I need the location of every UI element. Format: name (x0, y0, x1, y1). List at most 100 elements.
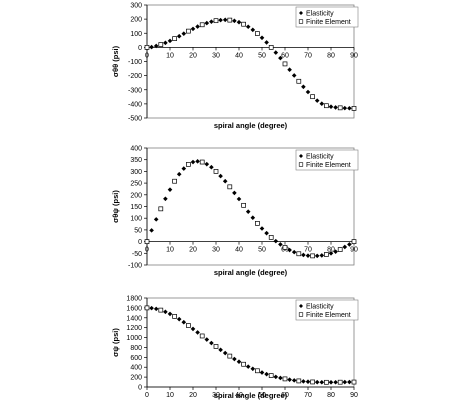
data-point-elasticity (218, 347, 223, 353)
legend-label: Finite Element (306, 312, 351, 319)
data-point-finite-element (158, 42, 164, 47)
data-point-elasticity (264, 371, 269, 377)
y-tick-label: 250 (130, 181, 142, 188)
x-tick-label: 90 (350, 392, 358, 399)
x-tick-label: 20 (189, 247, 197, 254)
data-point-elasticity (245, 24, 251, 30)
y-axis-title: σψ (psi) (111, 328, 120, 357)
legend-label: Finite Element (306, 162, 351, 169)
data-point-elasticity (291, 73, 297, 78)
legend-marker-finite-element (298, 312, 304, 317)
data-point-elasticity (305, 89, 311, 95)
series-finite-element (144, 17, 357, 111)
data-point-elasticity (153, 43, 159, 49)
x-axis-title: spiral angle (degree) (214, 268, 288, 277)
legend-label: Elasticity (306, 154, 334, 161)
data-point-elasticity (273, 374, 279, 380)
y-tick-label: 200 (130, 192, 142, 199)
x-tick-label: 10 (166, 392, 174, 399)
data-point-elasticity (204, 337, 210, 342)
y-tick-label: -100 (128, 263, 142, 270)
y-tick-label: 400 (130, 365, 142, 372)
y-tick-label: -400 (128, 101, 142, 108)
chart-panel-3: 0 10 20 30 40 50 60 70 80 90 0 200 400 600 800 1000 1200… (111, 296, 359, 400)
data-point-elasticity (264, 230, 269, 236)
data-point-elasticity (259, 35, 265, 41)
data-point-finite-element (337, 247, 343, 252)
data-point-elasticity (259, 226, 265, 231)
x-tick-label: 50 (258, 247, 266, 254)
data-point-finite-element (351, 379, 357, 385)
x-tick-label: 70 (304, 247, 312, 254)
data-point-elasticity (167, 311, 173, 317)
data-point-elasticity (163, 40, 168, 46)
x-tick-label: 70 (304, 392, 312, 399)
data-point-elasticity (250, 27, 256, 33)
data-point-finite-element (227, 17, 233, 23)
data-point-elasticity (342, 379, 348, 385)
data-point-elasticity (347, 105, 352, 111)
data-point-elasticity (333, 379, 338, 385)
data-point-elasticity (278, 55, 283, 61)
y-tick-label: 0 (138, 385, 142, 392)
x-tick-label: 40 (235, 52, 243, 59)
data-point-elasticity (245, 209, 251, 214)
data-point-elasticity (181, 31, 187, 36)
x-tick-label: 80 (327, 392, 335, 399)
data-point-finite-element (296, 378, 302, 384)
x-tick-label: 30 (212, 52, 220, 59)
y-tick-label: 300 (130, 3, 142, 10)
data-point-elasticity (342, 244, 348, 250)
data-point-elasticity (153, 217, 159, 222)
y-tick-label: -50 (132, 251, 142, 258)
data-point-elasticity (264, 40, 269, 45)
legend-box (295, 149, 359, 171)
data-point-elasticity (181, 166, 187, 171)
data-point-elasticity (305, 253, 311, 258)
data-point-finite-element (199, 159, 205, 165)
data-point-elasticity (163, 309, 168, 315)
data-point-elasticity (314, 98, 320, 103)
x-axis-title: spiral angle (degree) (214, 121, 288, 130)
data-point-elasticity (167, 38, 173, 44)
data-point-elasticity (259, 370, 265, 375)
data-point-elasticity (209, 19, 214, 24)
data-point-elasticity (278, 242, 283, 247)
data-point-elasticity (301, 379, 306, 384)
legend-box (295, 6, 359, 28)
legend-marker-finite-element (298, 19, 304, 24)
series-finite-element (144, 159, 357, 259)
data-point-elasticity (347, 242, 352, 247)
data-point-elasticity (167, 187, 173, 192)
x-tick-label: 10 (166, 52, 174, 59)
data-point-finite-element (255, 220, 260, 226)
data-point-elasticity (176, 33, 182, 39)
data-point-finite-element (337, 379, 343, 385)
legend-marker-finite-element (298, 162, 304, 167)
data-point-elasticity (232, 18, 237, 24)
data-point-finite-element (144, 305, 150, 311)
data-point-elasticity (287, 377, 292, 382)
data-point-elasticity (209, 164, 214, 170)
data-point-elasticity (273, 238, 279, 244)
data-point-finite-element (186, 162, 191, 167)
data-point-finite-element (296, 251, 302, 257)
data-point-elasticity (153, 306, 159, 312)
data-point-elasticity (347, 379, 352, 385)
y-tick-label: -500 (128, 116, 142, 123)
data-point-elasticity (232, 356, 237, 362)
data-point-elasticity (250, 215, 256, 221)
data-point-finite-element (255, 31, 260, 36)
data-point-finite-element (213, 169, 219, 174)
x-tick-label: 40 (235, 392, 243, 399)
data-point-elasticity (176, 316, 182, 322)
data-point-elasticity (236, 19, 242, 25)
data-point-elasticity (342, 105, 348, 111)
x-tick-label: 20 (189, 392, 197, 399)
data-point-finite-element (351, 106, 357, 111)
data-point-elasticity (232, 190, 237, 196)
legend-label: Elasticity (306, 304, 334, 311)
x-tick-label: 90 (350, 247, 358, 254)
